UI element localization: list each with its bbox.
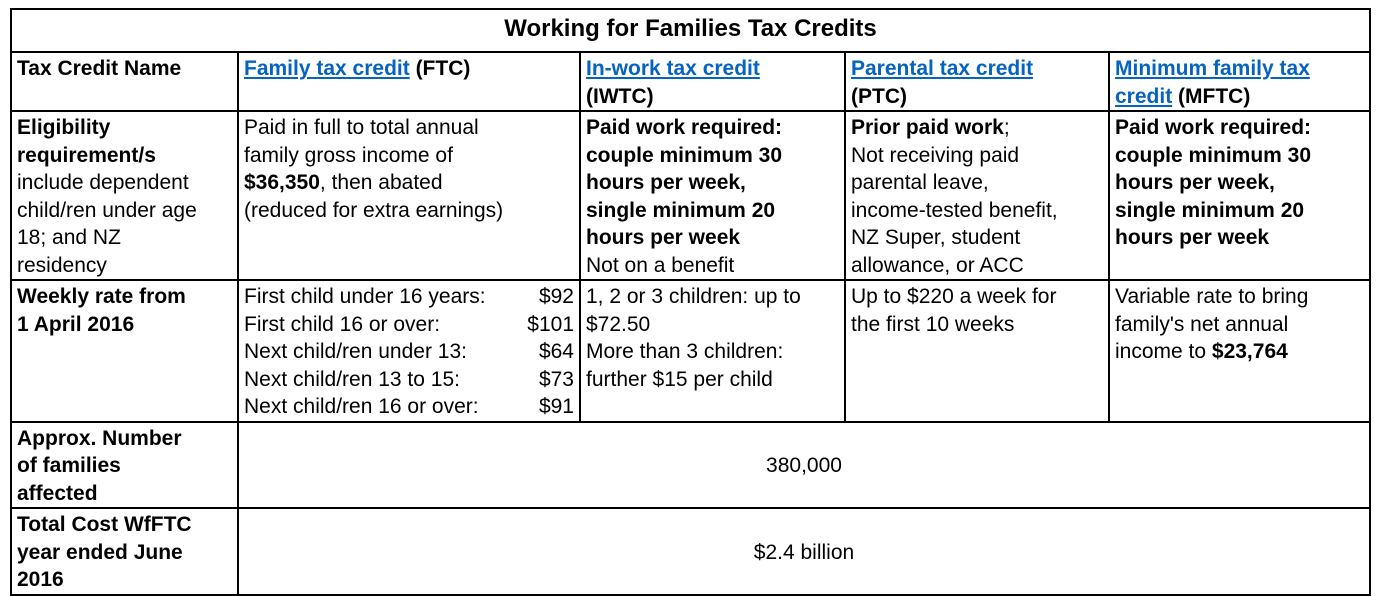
cost-label-line: 2016	[17, 568, 64, 591]
weekly-ptc-line: the first 10 weeks	[851, 312, 1015, 336]
header-row: Tax Credit Name Family tax credit (FTC) …	[10, 51, 1371, 112]
header-ptc: Parental tax credit (PTC)	[844, 51, 1110, 112]
mftc-target-income: $23,764	[1211, 340, 1288, 363]
iwtc-abbr: (IWTC)	[586, 84, 654, 108]
eligibility-ptc: Prior paid work; Not receiving paid pare…	[844, 110, 1110, 281]
ftc-rate-row: Next child/ren 16 or over: $91	[244, 393, 574, 420]
eligibility-label: Eligibility requirement/s include depend…	[10, 110, 239, 281]
eligibility-label-line: residency	[17, 253, 107, 277]
minimum-family-tax-credit-link-line2[interactable]: credit	[1115, 84, 1173, 108]
eligibility-label-line: 18; and NZ	[17, 226, 121, 249]
weekly-rate-ptc: Up to $220 a week for the first 10 weeks	[844, 279, 1110, 423]
eligibility-ptc-line: allowance, or ACC	[851, 253, 1024, 277]
families-label: Approx. Number of families affected	[10, 420, 239, 509]
tax-credits-table: Working for Families Tax Credits Tax Cre…	[10, 8, 1371, 596]
mftc-abbr: (MFTC)	[1172, 84, 1251, 108]
in-work-tax-credit-link[interactable]: In-work tax credit	[586, 57, 760, 80]
ftc-income-threshold: $36,350	[244, 171, 320, 194]
tax-credits-table-container: Working for Families Tax Credits Tax Cre…	[10, 8, 1371, 596]
weekly-iwtc-line: $72.50	[586, 312, 651, 336]
weekly-rate-ftc: First child under 16 years: $92 First chi…	[237, 279, 581, 423]
tax-credit-name-label: Tax Credit Name	[10, 51, 239, 112]
eligibility-iwtc-line: hours per week	[586, 226, 741, 249]
eligibility-ftc-line: Paid in full to total annual	[244, 116, 479, 139]
weekly-iwtc-line: further $15 per child	[586, 367, 773, 391]
eligibility-iwtc-line: couple minimum 30	[586, 143, 783, 167]
eligibility-ptc-line: parental leave,	[851, 171, 989, 194]
weekly-mftc-line: Variable rate to bring	[1115, 285, 1309, 308]
weekly-mftc-line: income to	[1115, 340, 1212, 363]
ftc-rate-value: $91	[538, 395, 574, 418]
cost-label: Total Cost WfFTC year ended June 2016	[10, 507, 239, 596]
header-ftc: Family tax credit (FTC)	[237, 51, 581, 112]
eligibility-iwtc-line: Paid work required:	[586, 116, 783, 139]
eligibility-iwtc: Paid work required: couple minimum 30 ho…	[579, 110, 846, 281]
eligibility-ptc-line: Not receiving paid	[851, 143, 1020, 167]
eligibility-label-line: child/ren under age	[17, 198, 197, 222]
cost-label-line: year ended June	[17, 540, 183, 564]
ftc-abbr: (FTC)	[409, 57, 471, 80]
families-label-line: Approx. Number	[17, 426, 182, 450]
eligibility-mftc-line: hours per week	[1115, 226, 1270, 249]
weekly-iwtc-line: More than 3 children:	[586, 340, 784, 363]
eligibility-mftc-line: single minimum 20	[1115, 198, 1305, 222]
table-title: Working for Families Tax Credits	[10, 8, 1371, 53]
ptc-prior-work: Prior paid work	[851, 116, 1004, 139]
eligibility-mftc: Paid work required: couple minimum 30 ho…	[1108, 110, 1371, 281]
eligibility-ftc-line: (reduced for extra earnings)	[244, 198, 504, 222]
header-iwtc: In-work tax credit (IWTC)	[579, 51, 846, 112]
families-row: Approx. Number of families affected 380,…	[10, 420, 1371, 509]
weekly-rate-label: Weekly rate from 1 April 2016	[10, 279, 239, 423]
weekly-rate-iwtc: 1, 2 or 3 children: up to $72.50 More th…	[579, 279, 846, 423]
weekly-rate-label-line: 1 April 2016	[17, 312, 135, 336]
weekly-rate-label-line: Weekly rate from	[17, 285, 186, 308]
weekly-rate-mftc: Variable rate to bring family's net annu…	[1108, 279, 1371, 423]
ftc-rate-row: Next child/ren under 13: $64	[244, 338, 574, 366]
ftc-rate-row: First child under 16 years: $92	[244, 283, 574, 311]
eligibility-iwtc-line: hours per week,	[586, 171, 746, 194]
eligibility-mftc-line: hours per week,	[1115, 171, 1275, 194]
families-label-line: affected	[17, 481, 98, 505]
eligibility-label-line: requirement/s	[17, 143, 156, 167]
eligibility-mftc-line: couple minimum 30	[1115, 143, 1312, 167]
families-value: 380,000	[237, 420, 1371, 509]
eligibility-iwtc-line: Not on a benefit	[586, 253, 735, 277]
cost-row: Total Cost WfFTC year ended June 2016 $2…	[10, 507, 1371, 596]
families-label-line: of families	[17, 454, 121, 477]
eligibility-row: Eligibility requirement/s include depend…	[10, 110, 1371, 281]
cost-label-line: Total Cost WfFTC	[17, 513, 192, 536]
ptc-semicolon: ;	[1003, 116, 1010, 139]
eligibility-ftc: Paid in full to total annual family gros…	[237, 110, 581, 281]
family-tax-credit-link[interactable]: Family tax credit	[244, 57, 410, 80]
cost-value: $2.4 billion	[237, 507, 1371, 596]
ftc-rate-row: First child 16 or over: $101	[244, 311, 574, 339]
weekly-ptc-line: Up to $220 a week for	[851, 285, 1057, 308]
eligibility-label-line: include dependent	[17, 171, 189, 194]
title-row: Working for Families Tax Credits	[10, 8, 1371, 53]
ftc-rate-value: $73	[538, 367, 574, 391]
ftc-rate-value: $92	[538, 285, 574, 308]
ftc-rate-label: Next child/ren 16 or over:	[244, 395, 479, 418]
minimum-family-tax-credit-link-line1[interactable]: Minimum family tax	[1115, 57, 1310, 80]
eligibility-mftc-line: Paid work required:	[1115, 116, 1312, 139]
header-mftc: Minimum family tax credit (MFTC)	[1108, 51, 1371, 112]
ftc-rate-label: Next child/ren 13 to 15:	[244, 367, 460, 391]
ftc-rate-value: $64	[538, 340, 574, 363]
ptc-abbr: (PTC)	[851, 84, 907, 108]
ftc-rate-label: First child under 16 years:	[244, 285, 486, 308]
weekly-rate-row: Weekly rate from 1 April 2016 First chil…	[10, 279, 1371, 423]
parental-tax-credit-link[interactable]: Parental tax credit	[851, 57, 1034, 80]
eligibility-iwtc-line: single minimum 20	[586, 198, 776, 222]
eligibility-ptc-line: NZ Super, student	[851, 226, 1021, 249]
ftc-rate-label: First child 16 or over:	[244, 312, 441, 336]
ftc-rate-label: Next child/ren under 13:	[244, 340, 467, 363]
eligibility-ptc-line: income-tested benefit,	[851, 198, 1058, 222]
weekly-iwtc-line: 1, 2 or 3 children: up to	[586, 285, 801, 308]
weekly-mftc-line: family's net annual	[1115, 312, 1289, 336]
eligibility-label-line: Eligibility	[17, 116, 111, 139]
ftc-rate-row: Next child/ren 13 to 15: $73	[244, 366, 574, 394]
eligibility-ftc-line: , then abated	[319, 171, 443, 194]
ftc-rate-value: $101	[527, 312, 574, 336]
eligibility-ftc-line: family gross income of	[244, 143, 453, 167]
